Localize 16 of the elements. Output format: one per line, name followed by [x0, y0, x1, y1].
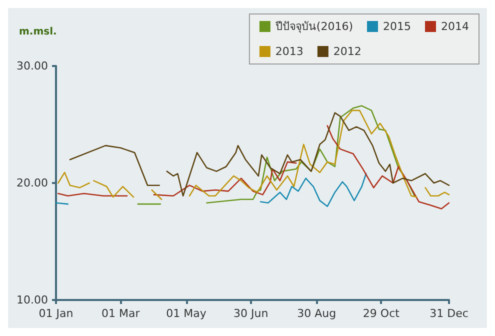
- x-tick-label: 01 Jan: [38, 307, 74, 320]
- x-tick-label: 29 Oct: [362, 307, 400, 320]
- x-tick-label: 30 Aug: [297, 307, 336, 320]
- legend-label: 2012: [333, 45, 362, 58]
- y-tick-label: 30.00: [16, 60, 48, 72]
- legend-label: ปีปัจจุบัน(2016): [274, 20, 354, 33]
- x-tick-label: 31 Dec: [430, 307, 468, 320]
- legend-label: 2013: [275, 45, 304, 58]
- y-tick-label: 20.00: [16, 176, 48, 190]
- legend-label: 2015: [383, 20, 412, 33]
- x-tick-label: 01 May: [166, 307, 207, 320]
- legend-label: 2014: [441, 20, 470, 33]
- y-tick-label: 10.00: [16, 294, 48, 306]
- y-axis-title: m.msl.: [19, 26, 57, 38]
- x-tick-label: 30 Jun: [234, 307, 268, 320]
- x-tick-label: 01 Mar: [101, 307, 140, 320]
